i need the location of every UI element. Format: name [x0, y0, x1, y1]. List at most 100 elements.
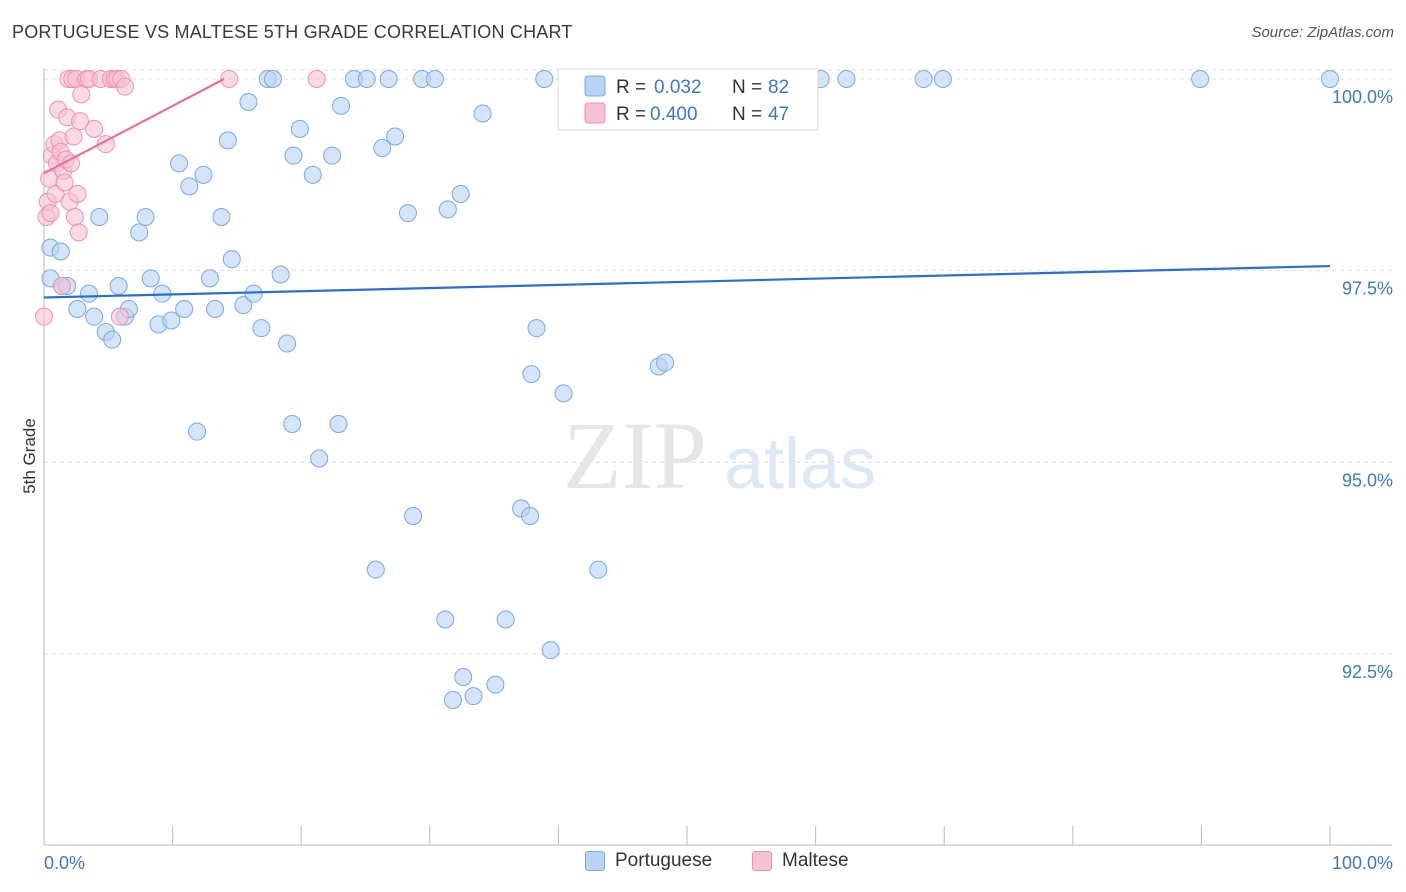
point-portuguese	[464, 687, 483, 706]
point-portuguese	[451, 185, 470, 203]
point-portuguese	[303, 165, 322, 184]
point-portuguese	[51, 242, 70, 261]
point-maltese	[220, 70, 239, 88]
point-portuguese	[933, 70, 952, 88]
point-portuguese	[527, 319, 546, 338]
point-portuguese	[252, 319, 271, 338]
point-portuguese	[521, 507, 540, 525]
trend-line-portuguese	[43, 264, 1331, 299]
point-portuguese	[175, 300, 194, 318]
stats-n-label-portuguese: N =	[732, 77, 762, 98]
point-portuguese	[234, 296, 253, 315]
stats-n-label-maltese: N =	[732, 104, 762, 125]
bottom-legend: Portuguese Maltese	[0, 850, 1406, 880]
point-portuguese	[332, 96, 351, 115]
point-portuguese	[425, 70, 444, 88]
point-portuguese	[283, 415, 302, 433]
point-portuguese	[436, 610, 455, 629]
point-maltese	[69, 223, 88, 242]
point-maltese	[68, 185, 87, 203]
point-portuguese	[914, 70, 933, 88]
chart-title: PORTUGUESE VS MALTESE 5TH GRADE CORRELAT…	[12, 22, 573, 42]
point-portuguese	[103, 330, 122, 349]
y-axis-label: 5th Grade	[20, 418, 39, 494]
point-portuguese	[454, 668, 473, 686]
point-portuguese	[522, 365, 541, 384]
point-portuguese	[310, 449, 329, 468]
point-portuguese	[68, 300, 87, 318]
point-portuguese	[212, 208, 231, 226]
grid	[44, 69, 1392, 655]
legend-swatch-maltese	[752, 851, 772, 871]
y-tick-label: 92.5%	[1342, 662, 1393, 682]
legend-item-portuguese: Portuguese	[585, 850, 712, 872]
trend-line-maltese	[43, 78, 225, 175]
point-portuguese	[284, 146, 303, 165]
point-maltese	[116, 77, 135, 96]
stats-legend: R = 0.032 N = 82 R = 0.400 N = 47	[557, 68, 819, 131]
point-portuguese	[373, 139, 392, 157]
legend-swatch-portuguese	[585, 851, 605, 871]
point-portuguese	[200, 269, 219, 288]
point-portuguese	[109, 277, 128, 295]
x-tick-label-max: 100.0%	[1332, 853, 1393, 873]
legend-label-maltese: Maltese	[782, 850, 849, 871]
stats-swatch-maltese	[584, 102, 606, 124]
stats-r-label-maltese: R =	[616, 104, 646, 125]
point-maltese	[55, 173, 74, 192]
point-portuguese	[1191, 70, 1210, 88]
point-portuguese	[554, 384, 573, 403]
point-portuguese	[130, 223, 149, 242]
point-portuguese	[239, 93, 258, 111]
point-portuguese	[180, 177, 199, 196]
points	[35, 70, 1339, 709]
point-portuguese	[656, 353, 675, 372]
point-portuguese	[218, 131, 237, 150]
point-portuguese	[1321, 70, 1339, 88]
stats-r-label-portuguese: R =	[616, 77, 646, 98]
y-tick-label: 97.5%	[1342, 279, 1393, 299]
point-maltese	[307, 70, 326, 88]
watermark: ZIP atlas	[563, 402, 876, 509]
point-maltese	[71, 112, 90, 131]
point-portuguese	[541, 641, 560, 660]
point-portuguese	[535, 70, 554, 88]
stats-r-value-portuguese: 0.032	[654, 77, 702, 98]
point-portuguese	[473, 104, 492, 123]
point-portuguese	[136, 208, 155, 226]
point-portuguese	[486, 675, 505, 694]
point-portuguese	[222, 250, 241, 269]
point-portuguese	[357, 70, 376, 88]
watermark-zip: ZIP	[563, 402, 707, 509]
point-portuguese	[80, 284, 99, 303]
y-tick-label: 100.0%	[1332, 87, 1393, 107]
legend-item-maltese: Maltese	[752, 850, 849, 872]
watermark-atlas: atlas	[724, 424, 876, 504]
point-portuguese	[278, 334, 297, 353]
trend-lines	[43, 78, 1331, 299]
point-portuguese	[323, 146, 342, 165]
point-maltese	[53, 277, 72, 295]
point-portuguese	[398, 204, 417, 223]
point-portuguese	[386, 127, 405, 146]
axes: 92.5% 95.0% 97.5% 100.0% 0.0% 100.0%	[43, 68, 1393, 873]
point-portuguese	[85, 307, 104, 326]
point-portuguese	[837, 70, 856, 88]
point-maltese	[110, 307, 129, 326]
point-maltese	[41, 204, 60, 223]
point-maltese	[65, 208, 84, 226]
y-tick-label: 95.0%	[1342, 470, 1393, 490]
point-portuguese	[90, 208, 109, 226]
point-portuguese	[170, 154, 189, 173]
point-portuguese	[263, 70, 282, 88]
point-portuguese	[244, 284, 263, 303]
stats-n-value-maltese: 47	[768, 104, 789, 125]
stats-r-value-maltese: 0.400	[650, 104, 698, 125]
point-portuguese	[290, 119, 309, 138]
point-maltese	[72, 85, 91, 104]
stats-swatch-portuguese	[584, 75, 606, 97]
point-portuguese	[438, 200, 457, 219]
point-portuguese	[404, 507, 423, 525]
point-portuguese	[496, 610, 515, 629]
point-portuguese	[141, 269, 160, 288]
